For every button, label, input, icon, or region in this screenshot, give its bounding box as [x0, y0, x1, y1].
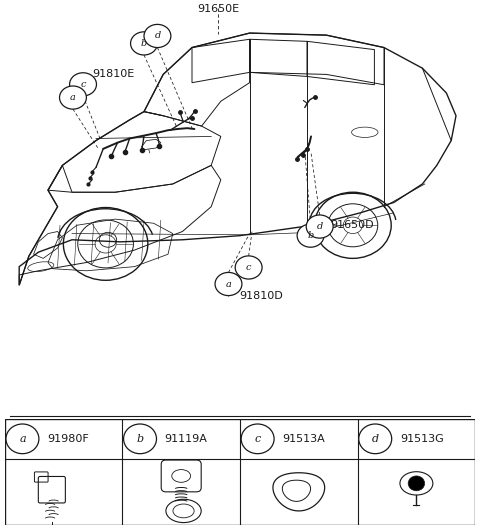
Circle shape — [123, 424, 156, 454]
Text: a: a — [19, 434, 26, 444]
Text: 91119A: 91119A — [165, 434, 208, 444]
Text: d: d — [316, 222, 323, 231]
Text: b: b — [141, 39, 147, 48]
Text: 91980F: 91980F — [47, 434, 89, 444]
Text: b: b — [307, 231, 314, 240]
Text: 91810D: 91810D — [239, 292, 283, 302]
Text: c: c — [246, 263, 252, 272]
Text: a: a — [70, 93, 76, 102]
Circle shape — [6, 424, 39, 454]
Circle shape — [215, 272, 242, 296]
Circle shape — [297, 224, 324, 247]
Text: b: b — [136, 434, 144, 444]
Text: d: d — [372, 434, 379, 444]
Text: 91650E: 91650E — [197, 4, 240, 14]
Circle shape — [60, 86, 86, 109]
Text: c: c — [80, 80, 86, 89]
Circle shape — [408, 476, 425, 491]
Text: a: a — [226, 279, 231, 288]
Text: 91513A: 91513A — [282, 434, 325, 444]
Circle shape — [144, 24, 171, 48]
Text: d: d — [154, 31, 161, 40]
Circle shape — [241, 424, 274, 454]
Circle shape — [70, 73, 96, 96]
Circle shape — [359, 424, 392, 454]
Text: 91650D: 91650D — [330, 220, 374, 231]
Circle shape — [131, 32, 157, 55]
Circle shape — [306, 215, 333, 238]
Text: 91513G: 91513G — [400, 434, 444, 444]
Circle shape — [235, 256, 262, 279]
Text: 91810E: 91810E — [92, 68, 134, 78]
Text: c: c — [254, 434, 261, 444]
